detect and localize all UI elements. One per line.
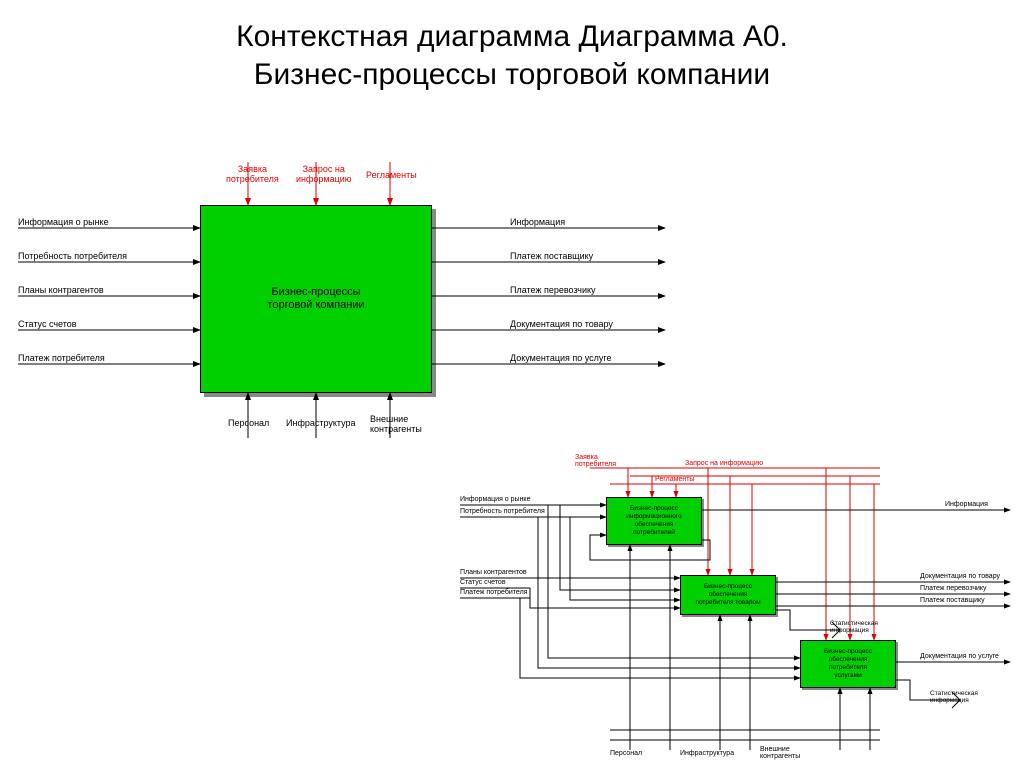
control-label: Заявка потребителя [226,164,279,184]
d2-output-label: Документация по товару [920,573,1000,580]
output-label: Информация [510,217,565,227]
mechanism-label: Внешние контрагенты [370,414,422,434]
d2-output-label: Информация [945,501,988,508]
d2-input-label: Информация о рынке [460,496,530,503]
input-label: Платеж потребителя [18,353,105,363]
output-label: Платеж поставщику [510,251,593,261]
decomposition-diagram: Бизнес-процесс информационного обеспечен… [430,450,1024,767]
d2-stat-label: Статистическая информация [830,620,878,634]
output-label: Платеж перевозчику [510,285,596,295]
output-label: Документация по товару [510,319,613,329]
input-label: Информация о рынке [18,217,109,227]
input-label: Потребность потребителя [18,251,127,261]
control-label: Регламенты [366,170,417,180]
d2-control-label: Регламенты [655,476,694,483]
d2-mechanism-label: Инфраструктура [680,750,734,757]
main-box-label: Бизнес-процессы торговой компании [267,286,364,312]
d2-stat-label: Статистическая информация [930,690,978,704]
mechanism-label: Инфраструктура [286,418,356,428]
d2-input-label: Платеж потребителя [460,589,527,596]
input-label: Планы контрагентов [18,285,104,295]
d2-control-label: Заявка потребителя [575,454,616,468]
input-label: Статус счетов [18,319,77,329]
d2-output-label: Документация по услуге [920,653,999,660]
control-label: Запрос на информацию [296,164,352,184]
d2-input-label: Потребность потребителя [460,508,545,515]
box-label: Бизнес-процесс информационного обеспечен… [626,505,682,536]
process-box-1: Бизнес-процесс информационного обеспечен… [606,497,702,545]
output-label: Документация по услуге [510,353,612,363]
process-box-3: Бизнес-процесс обеспечения потребителя у… [800,640,896,688]
d2-input-label: Планы контрагентов [460,569,527,576]
box-label: Бизнес-процесс обеспечения потребителя т… [695,583,760,606]
d2-mechanism-label: Персонал [610,750,642,757]
main-process-box: Бизнес-процессы торговой компании [200,205,432,393]
mechanism-label: Персонал [228,418,269,428]
d2-output-label: Платеж поставщику [920,597,985,604]
d2-control-label: Запрос на информацию [685,460,763,467]
d2-output-label: Платеж перевозчику [920,585,987,592]
box-label: Бизнес-процесс обеспечения потребителя у… [824,648,872,679]
d2-mechanism-label: Внешние контрагенты [760,746,800,760]
d2-input-label: Статус счетов [460,579,506,586]
context-diagram-a0: Бизнес-процессы торговой компании [0,0,700,460]
process-box-2: Бизнес-процесс обеспечения потребителя т… [680,575,776,615]
